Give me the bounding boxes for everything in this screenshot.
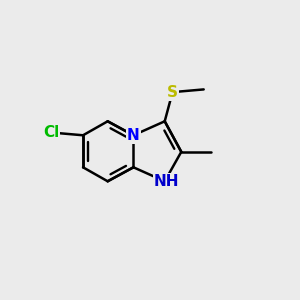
Text: NH: NH	[154, 174, 179, 189]
Text: Cl: Cl	[43, 125, 59, 140]
Text: N: N	[127, 128, 140, 143]
Text: S: S	[167, 85, 178, 100]
